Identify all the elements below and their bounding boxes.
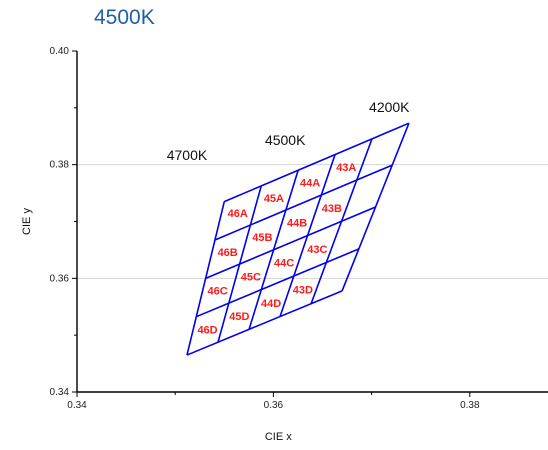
x-tick-label: 0.36: [264, 400, 284, 411]
y-tick-label: 0.36: [50, 273, 70, 284]
bin-label: 43A: [336, 162, 356, 174]
x-tick-label: 0.38: [460, 400, 480, 411]
y-tick-label: 0.34: [50, 387, 70, 398]
bin-label: 43B: [322, 203, 342, 215]
bin-row-line: [205, 206, 376, 280]
bin-row-line: [214, 164, 393, 241]
bin-label: 46A: [228, 208, 248, 220]
bin-column-line: [217, 185, 262, 343]
bin-label: 43D: [293, 285, 313, 297]
cct-label: 4700K: [167, 147, 208, 163]
bin-label: 45D: [229, 311, 249, 323]
y-tick-label: 0.40: [50, 46, 70, 57]
bin-row-line: [196, 248, 360, 318]
x-axis-title: CIE x: [265, 431, 292, 443]
bin-label: 46B: [218, 247, 238, 259]
bin-label: 46D: [197, 324, 217, 336]
bin-row-line: [186, 290, 343, 356]
bin-label: 45A: [264, 193, 284, 205]
bin-label: 45B: [252, 232, 272, 244]
bin-column-line: [341, 122, 410, 292]
bin-label: 45C: [241, 272, 261, 284]
bin-label: 44D: [261, 298, 281, 310]
y-tick-label: 0.38: [50, 160, 70, 171]
bin-label: 44A: [300, 177, 320, 189]
bin-column-line: [279, 154, 336, 317]
bin-label: 44C: [274, 258, 294, 270]
page-title: 4500K: [94, 6, 155, 29]
cct-labels: 4700K 4500K 4200K: [167, 99, 410, 163]
bin-row-line: [223, 122, 410, 203]
cct-label: 4500K: [265, 132, 306, 148]
bin-column-line: [248, 170, 299, 330]
x-tick-label: 0.34: [67, 400, 87, 411]
bin-column-line: [310, 138, 373, 304]
bin-label: 46C: [208, 286, 228, 298]
tick-labels: 0.34 0.36 0.38 0.40 0.34 0.36 0.38: [50, 46, 480, 411]
bin-label: 43C: [307, 244, 327, 256]
bin-labels: 46A 45A 44A 43A 46B 45B 44B 43B 46C 45C 44C 43C 46D 4…: [197, 162, 356, 336]
bin-grid: [186, 122, 410, 356]
bin-label: 44B: [287, 218, 307, 230]
bin-column-line: [186, 201, 226, 356]
y-axis-title: CIE y: [21, 208, 33, 235]
cct-label: 4200K: [369, 99, 410, 115]
